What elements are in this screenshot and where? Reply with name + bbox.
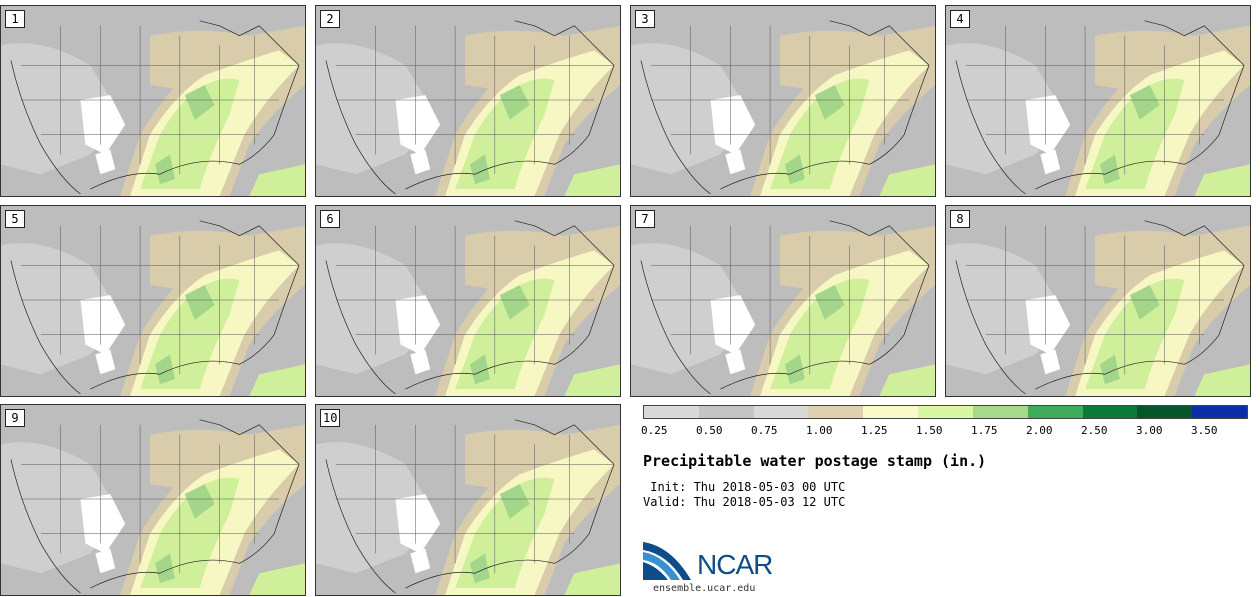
colorbar-tick: 1.75 bbox=[971, 424, 998, 437]
colorbar-tick: 0.75 bbox=[751, 424, 778, 437]
valid-time: Valid: Thu 2018-05-03 12 UTC bbox=[643, 495, 846, 509]
colorbar-tick: 3.50 bbox=[1191, 424, 1218, 437]
postage-stamp-map: 1 bbox=[0, 5, 306, 197]
colorbar-tick: 2.50 bbox=[1081, 424, 1108, 437]
member-number: 1 bbox=[5, 10, 25, 28]
member-number: 5 bbox=[5, 210, 25, 228]
colorbar-segment bbox=[644, 406, 699, 418]
figure-title: Precipitable water postage stamp (in.) bbox=[643, 452, 987, 470]
colorbar-segment bbox=[1192, 406, 1247, 418]
colorbar-tick: 1.00 bbox=[806, 424, 833, 437]
colorbar-segment bbox=[863, 406, 919, 418]
colorbar-segment bbox=[698, 406, 754, 418]
postage-stamp-map: 9 bbox=[0, 404, 306, 596]
member-number: 10 bbox=[320, 409, 341, 427]
colorbar-tick: 1.25 bbox=[861, 424, 888, 437]
colorbar-segment bbox=[753, 406, 809, 418]
postage-stamp-map: 8 bbox=[945, 205, 1251, 397]
colorbar-tick: 2.00 bbox=[1026, 424, 1053, 437]
postage-stamp-map: 3 bbox=[630, 5, 936, 197]
ncar-logo-text: NCAR bbox=[697, 549, 773, 580]
member-number: 2 bbox=[320, 10, 340, 28]
postage-stamp-map: 10 bbox=[315, 404, 621, 596]
colorbar-tick-labels: 0.25 0.50 0.75 1.00 1.25 1.50 1.75 2.00 2.50 3.00… bbox=[630, 424, 1260, 440]
member-number: 4 bbox=[950, 10, 970, 28]
postage-stamp-map: 6 bbox=[315, 205, 621, 397]
postage-stamp-map: 7 bbox=[630, 205, 936, 397]
member-number: 8 bbox=[950, 210, 970, 228]
postage-stamp-map: 4 bbox=[945, 5, 1251, 197]
colorbar-segment bbox=[1082, 406, 1138, 418]
colorbar-tick: 0.25 bbox=[641, 424, 668, 437]
postage-stamp-map: 5 bbox=[0, 205, 306, 397]
colorbar-tick: 3.00 bbox=[1136, 424, 1163, 437]
member-number: 6 bbox=[320, 210, 340, 228]
colorbar-tick: 0.50 bbox=[696, 424, 723, 437]
colorbar-tick: 1.50 bbox=[916, 424, 943, 437]
colorbar-segment bbox=[1027, 406, 1083, 418]
colorbar-segment bbox=[918, 406, 973, 418]
member-number: 3 bbox=[635, 10, 655, 28]
colorbar-segment bbox=[808, 406, 864, 418]
site-url: ensemble.ucar.edu bbox=[653, 583, 756, 594]
colorbar-segment bbox=[972, 406, 1028, 418]
ncar-logo-icon bbox=[643, 542, 691, 580]
colorbar bbox=[643, 405, 1248, 419]
postage-stamp-map: 2 bbox=[315, 5, 621, 197]
init-time: Init: Thu 2018-05-03 00 UTC bbox=[643, 480, 846, 494]
member-number: 7 bbox=[635, 210, 655, 228]
member-number: 9 bbox=[5, 409, 25, 427]
colorbar-segment bbox=[1137, 406, 1193, 418]
